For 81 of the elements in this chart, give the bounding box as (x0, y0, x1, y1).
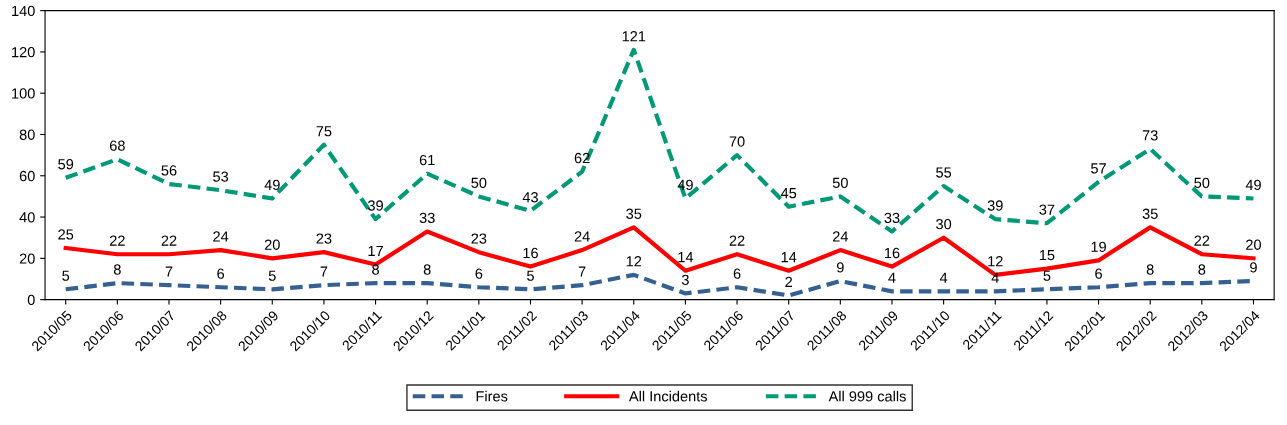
data-label: 8 (113, 264, 121, 275)
data-label: 37 (1039, 204, 1055, 215)
data-label: 5 (1043, 270, 1051, 281)
data-label: 6 (1095, 268, 1102, 279)
y-tick-label: 0 (27, 294, 35, 306)
y-tick-label: 60 (19, 170, 35, 182)
data-label: 45 (780, 188, 797, 199)
data-label: 7 (165, 266, 173, 277)
data-label: 121 (622, 31, 646, 42)
y-tick-label: 80 (19, 129, 35, 140)
data-label: 14 (781, 252, 797, 263)
data-label: 33 (419, 212, 435, 224)
data-label: 7 (578, 266, 586, 277)
y-tick-label: 40 (19, 212, 35, 223)
data-label: 8 (1198, 264, 1206, 275)
legend-label: All 999 calls (828, 390, 906, 402)
data-label: 61 (419, 154, 435, 166)
data-label: 20 (1246, 239, 1262, 250)
data-label: 4 (939, 272, 948, 283)
data-label: 22 (109, 235, 125, 246)
data-label: 19 (1091, 241, 1106, 252)
data-label: 12 (626, 256, 642, 267)
data-label: 6 (217, 268, 225, 279)
data-label: 24 (832, 231, 849, 242)
data-label: 70 (729, 136, 745, 147)
data-label: 17 (368, 245, 383, 256)
data-label: 5 (268, 270, 276, 281)
data-label: 59 (58, 159, 74, 170)
data-label: 35 (1142, 208, 1158, 219)
data-label: 22 (161, 235, 177, 246)
data-label: 25 (58, 229, 74, 240)
data-label: 16 (523, 247, 538, 259)
data-label: 57 (1091, 163, 1106, 174)
legend-label: Fires (476, 390, 508, 402)
data-label: 49 (677, 179, 693, 191)
data-label: 5 (62, 270, 70, 281)
data-label: 30 (936, 218, 952, 230)
data-label: 56 (161, 165, 177, 176)
data-label: 5 (527, 270, 534, 281)
data-label: 23 (316, 233, 332, 244)
legend-label: All Incidents (628, 390, 708, 402)
data-label: 68 (109, 140, 125, 151)
data-label: 23 (471, 233, 487, 244)
y-tick-label: 20 (19, 253, 35, 264)
data-label: 9 (836, 262, 844, 273)
y-tick-label: 120 (12, 47, 35, 58)
data-label: 9 (1250, 262, 1257, 273)
data-label: 12 (988, 256, 1003, 267)
data-label: 24 (574, 231, 590, 242)
data-label: 75 (316, 126, 332, 137)
data-label: 39 (987, 200, 1003, 211)
data-label: 15 (1039, 250, 1055, 261)
data-label: 53 (213, 171, 229, 182)
data-label: 73 (1142, 130, 1158, 141)
data-label: 55 (936, 167, 952, 178)
data-label: 3 (681, 274, 689, 285)
data-label: 16 (884, 247, 900, 259)
data-label: 39 (368, 200, 383, 211)
data-label: 6 (733, 268, 741, 279)
data-label: 8 (1146, 264, 1154, 275)
data-label: 8 (372, 264, 379, 275)
data-label: 49 (1245, 179, 1261, 191)
data-label: 35 (626, 208, 642, 219)
data-label: 14 (678, 252, 694, 263)
data-label: 20 (264, 239, 280, 250)
data-label: 24 (213, 231, 229, 242)
y-tick-label: 100 (12, 88, 35, 99)
data-label: 50 (1194, 177, 1210, 188)
data-label: 6 (475, 268, 483, 279)
data-label: 43 (522, 192, 538, 203)
data-label: 8 (423, 264, 431, 275)
data-label: 50 (832, 177, 848, 188)
data-label: 22 (729, 235, 745, 246)
data-label: 50 (471, 177, 487, 188)
data-label: 49 (264, 179, 280, 191)
data-label: 4 (888, 272, 896, 283)
data-label: 33 (884, 212, 900, 224)
y-tick-label: 140 (12, 5, 35, 17)
data-label: 22 (1194, 235, 1210, 246)
data-label: 7 (320, 266, 328, 277)
data-label: 2 (785, 276, 793, 287)
